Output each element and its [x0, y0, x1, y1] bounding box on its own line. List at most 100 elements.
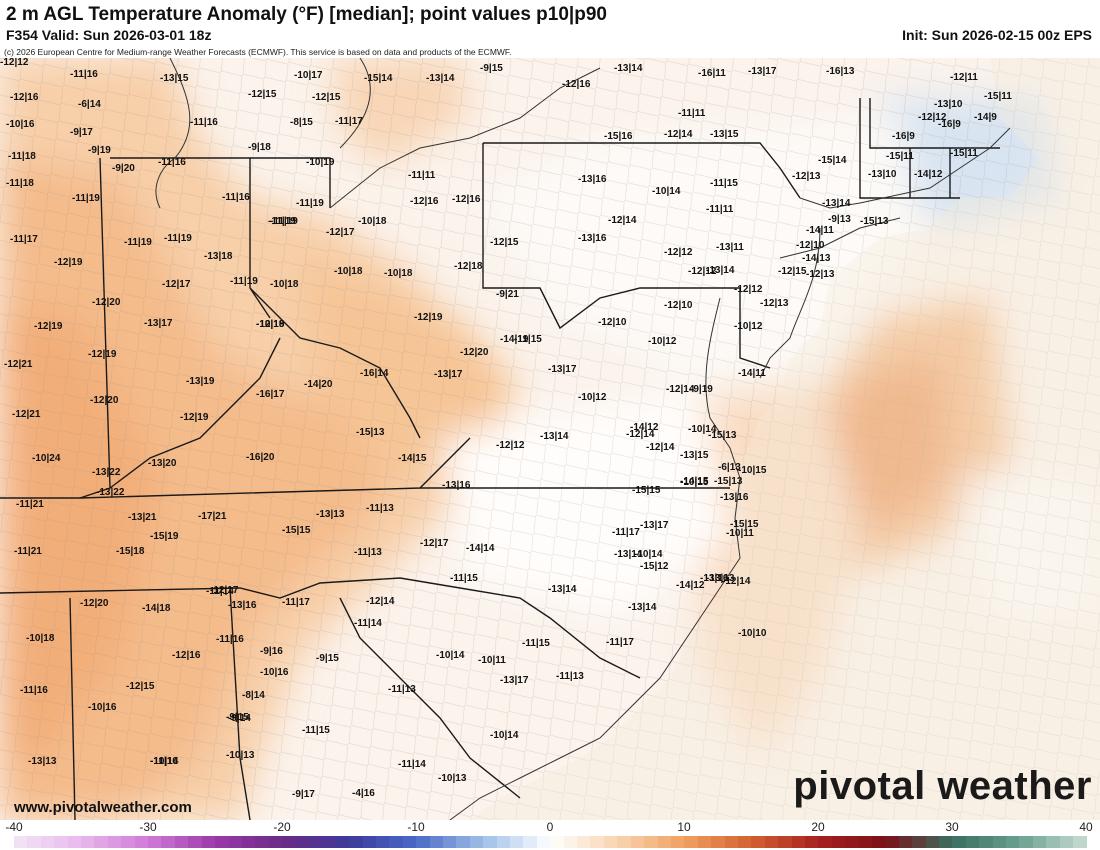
point-value-label: -10|18	[270, 279, 299, 290]
point-value-label: -9|14	[228, 713, 251, 724]
point-value-label: -9|17	[70, 127, 93, 138]
point-value-label: -13|22	[96, 487, 125, 498]
point-value-label: -10|12	[578, 392, 607, 403]
point-value-label: -12|16	[562, 79, 591, 90]
colorbar-cell	[603, 836, 618, 848]
point-value-label: -13|14	[628, 602, 657, 613]
point-value-label: -14|18	[142, 603, 171, 614]
colorbar-tick-label: -10	[407, 820, 425, 834]
point-value-label: -14|12	[676, 580, 705, 591]
point-value-label: -11|16	[150, 756, 178, 767]
colorbar-cell	[885, 836, 899, 848]
colorbar-cell	[898, 836, 913, 848]
point-value-label: -12|20	[460, 347, 489, 358]
colorbar-cell	[778, 836, 792, 848]
colorbar-cell	[577, 836, 591, 848]
colorbar-cell	[657, 836, 671, 848]
point-value-label: -16|17	[256, 389, 285, 400]
point-value-label: -11|15	[522, 638, 550, 649]
point-value-label: -17|21	[198, 511, 227, 522]
point-value-label: -12|10	[598, 317, 627, 328]
point-value-label: -15|13	[860, 216, 889, 227]
point-value-label: -11|18	[6, 178, 34, 189]
point-value-label: -12|20	[90, 395, 119, 406]
point-value-label: -11|15	[302, 725, 330, 736]
point-value-label: -12|14	[646, 442, 675, 453]
colorbar-cell	[724, 836, 738, 848]
point-value-label: -11|19	[72, 193, 100, 204]
point-value-label: -13|20	[148, 458, 177, 469]
point-value-label: -9|15	[316, 653, 339, 664]
point-value-label: -12|14	[626, 429, 655, 440]
point-value-label: -10|24	[32, 453, 61, 464]
colorbar-tick-label: -20	[273, 820, 291, 834]
point-value-label: -12|14	[366, 596, 395, 607]
point-value-label: -13|18	[204, 251, 233, 262]
point-value-label: -12|21	[12, 409, 41, 420]
point-value-label: -12|17	[162, 279, 191, 290]
point-value-label: -13|14	[614, 549, 643, 560]
colorbar-cell	[389, 836, 403, 848]
point-value-label: -12|15	[312, 92, 341, 103]
point-value-label: -10|18	[358, 216, 387, 227]
colorbar-cell	[308, 836, 323, 848]
colorbar-cell	[121, 836, 135, 848]
point-value-label: -6|14	[78, 99, 101, 110]
colorbar-cell	[563, 836, 578, 848]
colorbar-tick-label: -30	[139, 820, 157, 834]
point-value-label: -9|21	[496, 289, 519, 300]
point-value-label: -16|14	[360, 368, 389, 379]
point-value-label: -12|17	[210, 585, 239, 596]
colorbar-cell	[134, 836, 149, 848]
point-value-label: -14|11	[806, 225, 834, 236]
point-value-label: -13|17	[500, 675, 529, 686]
anomaly-map[interactable]: -11|16 -12|16 -6|14 -10|16 -9|17 -9|19 -11|18 -…	[0, 58, 1100, 820]
point-value-label: -13|13	[28, 756, 57, 767]
point-value-label: -11|13	[556, 671, 584, 682]
colorbar-strip	[14, 836, 1087, 848]
ocean-tint	[470, 58, 1100, 820]
colorbar-cell	[1032, 836, 1047, 848]
colorbar-cell	[804, 836, 819, 848]
point-value-label: -12|15	[490, 237, 519, 248]
point-value-label: -16|11	[698, 68, 726, 79]
point-value-label: -13|16	[578, 174, 607, 185]
colorbar-cell	[27, 836, 41, 848]
website-credit[interactable]: www.pivotalweather.com	[14, 799, 192, 816]
point-value-label: -10|11	[478, 655, 506, 666]
point-value-label: -15|16	[604, 131, 633, 142]
colorbar-cell	[349, 836, 363, 848]
colorbar-cell	[335, 836, 350, 848]
colorbar-cell	[845, 836, 859, 848]
colorbar-cell	[188, 836, 202, 848]
point-value-label: -12|15	[248, 89, 277, 100]
point-value-label: -13|17	[748, 66, 777, 77]
colorbar-cell	[979, 836, 993, 848]
point-value-label: -13|14	[614, 63, 643, 74]
point-value-label: -14|15	[398, 453, 427, 464]
point-value-label: -12|15	[126, 681, 155, 692]
point-value-label: -10|13	[438, 773, 467, 784]
point-value-label: -15|15	[632, 485, 661, 496]
point-value-label: -11|19	[270, 216, 298, 227]
point-value-label: -14|19	[500, 334, 529, 345]
point-value-label: -10|14	[436, 650, 465, 661]
point-value-label: -15|19	[150, 531, 179, 542]
map-title: 2 m AGL Temperature Anomaly (°F) [median…	[6, 4, 607, 25]
point-value-label: -11|18	[8, 151, 36, 162]
point-value-label: -10|11	[726, 528, 754, 539]
point-value-label: -13|14	[706, 265, 735, 276]
copyright-notice: (c) 2026 European Centre for Medium-rang…	[4, 47, 512, 57]
point-value-label: -14|9	[974, 112, 997, 123]
point-value-label: -12|13	[806, 269, 835, 280]
point-value-label: -10|14	[634, 549, 663, 560]
point-value-label: -10|12	[648, 336, 677, 347]
point-value-label: -11|14	[354, 618, 382, 629]
point-value-label: -11|19	[296, 198, 324, 209]
pivotal-weather-logo: pivotal weather	[793, 764, 1092, 808]
colorbar-cell	[228, 836, 242, 848]
point-value-label: -12|16	[410, 196, 439, 207]
point-value-label: -11|14	[206, 586, 234, 597]
coastline	[155, 58, 1011, 820]
point-value-label: -12|17	[326, 227, 355, 238]
